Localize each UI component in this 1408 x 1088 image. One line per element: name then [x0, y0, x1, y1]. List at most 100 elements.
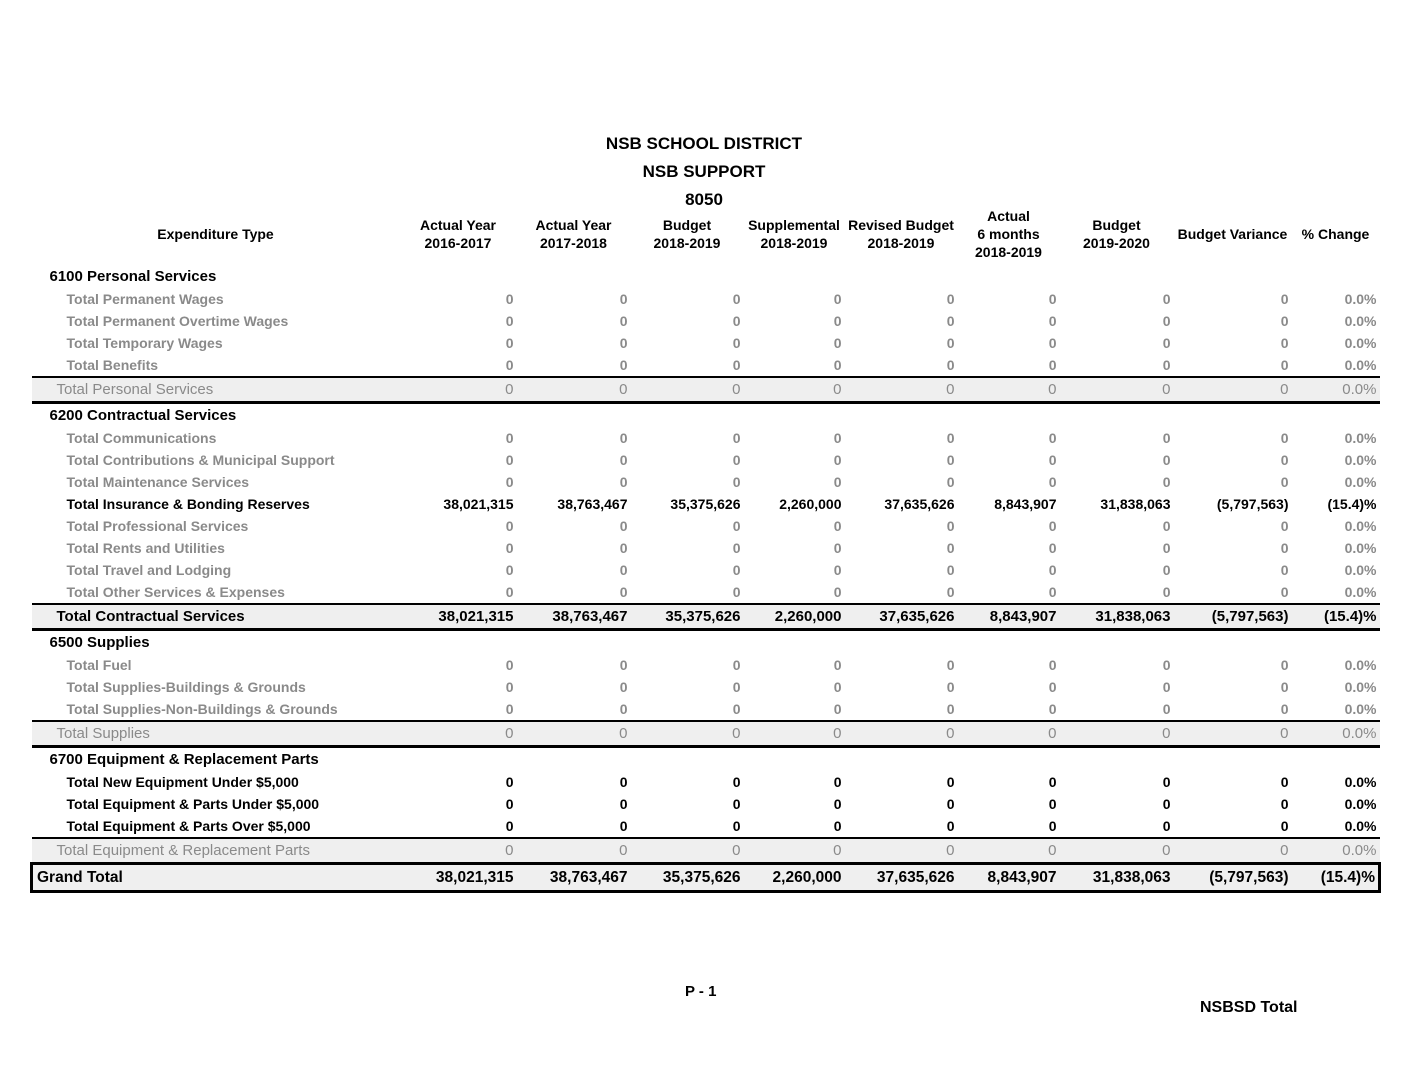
cell-value: 0	[619, 335, 628, 351]
cell-value: 0	[732, 313, 741, 329]
cell-value: 0	[619, 701, 628, 717]
cell-value: 0.0%	[1344, 474, 1377, 490]
cell-value: 0	[1162, 335, 1171, 351]
row-label: Total Permanent Overtime Wages	[66, 313, 289, 329]
column-header-budget-variance: Budget Variance	[1177, 225, 1288, 242]
cell-value: 0	[505, 518, 514, 534]
row-label: Total Supplies	[31, 720, 400, 748]
cell-value: 0	[1048, 357, 1057, 373]
row-label: Total New Equipment Under $5,000	[66, 774, 299, 790]
cell-value: 0	[1048, 452, 1057, 468]
table-row: Total Equipment & Parts Over $5,000 0 0 0 0 0…	[32, 815, 1380, 838]
cell-value: 0	[946, 518, 955, 534]
cell-value: 0	[619, 540, 628, 556]
table-row: Total Permanent Wages 0 0 0 0 0 0 0 0 0.0%	[32, 288, 1380, 310]
cell-value: 0	[833, 357, 842, 373]
report-title: NSB SCHOOL DISTRICT	[605, 134, 803, 153]
cell-value: 0	[505, 291, 514, 307]
cell-value: 0	[833, 818, 842, 834]
column-header-revised-budget-2018-2019: Revised Budget 2018-2019	[848, 216, 954, 251]
cell-value: 0	[946, 357, 955, 373]
cell-value: 0	[1280, 540, 1289, 556]
cell-value: 0	[1048, 562, 1057, 578]
table-row: Total Permanent Overtime Wages 0 0 0 0 0 0 0 0 0.…	[32, 310, 1380, 332]
cell-value: 0	[732, 335, 741, 351]
cell-value: 0	[505, 562, 514, 578]
section-total-row: Total Personal Services 0 0 0 0 0 0 0 0 0.0%	[31, 376, 1380, 404]
table-row: Total Temporary Wages 0 0 0 0 0 0 0 0 0.0%	[32, 332, 1380, 354]
section-total-row: Total Supplies 0 0 0 0 0 0 0 0 0.0%	[31, 720, 1380, 748]
cell-value: 0	[1162, 540, 1171, 556]
row-label: Total Other Services & Expenses	[66, 584, 285, 600]
cell-value: 0	[1280, 313, 1289, 329]
cell-value: 0.0%	[1291, 376, 1380, 404]
cell-value: 0	[833, 335, 842, 351]
table-row: Total Communications 0 0 0 0 0 0 0 0 0.0%	[32, 427, 1380, 449]
cell-value: 0	[1280, 679, 1289, 695]
cell-value: 35,375,626	[630, 862, 744, 893]
cell-value: 0.0%	[1344, 540, 1377, 556]
cell-value: 0	[399, 376, 517, 404]
section-total-row: Total Contractual Services 38,021,315 38,7…	[31, 603, 1380, 631]
column-header-actual-6-months-2018-2019: Actual 6 months 2018-2019	[975, 207, 1042, 261]
cell-value: 38,021,315	[399, 862, 517, 893]
cell-value: 0	[1280, 357, 1289, 373]
cell-value: 0	[1162, 474, 1171, 490]
cell-value: 0	[732, 452, 741, 468]
cell-value: 0	[1048, 818, 1057, 834]
cell-value: 0	[732, 518, 741, 534]
cell-value: 0	[1280, 518, 1289, 534]
row-label: Total Rents and Utilities	[66, 540, 225, 556]
cell-value: 0.0%	[1344, 796, 1377, 812]
cell-value: 0	[1048, 701, 1057, 717]
cell-value: 0	[946, 584, 955, 600]
cell-value: 0	[619, 818, 628, 834]
cell-value: 0	[833, 474, 842, 490]
cell-value: 38,021,315	[399, 603, 517, 631]
cell-value: 0	[505, 474, 514, 490]
row-label: Total Professional Services	[66, 518, 249, 534]
cell-value: 0.0%	[1344, 335, 1377, 351]
cell-value: 0	[732, 774, 741, 790]
cell-value: 2,260,000	[743, 862, 845, 893]
cell-value: 0.0%	[1344, 657, 1377, 673]
cell-value: 37,635,626	[844, 603, 958, 631]
cell-value: 0	[1162, 562, 1171, 578]
cell-value: 0	[946, 774, 955, 790]
table-header: Expenditure Type Actual Year 2016-2017 A…	[32, 203, 1380, 265]
cell-value: 0.0%	[1344, 584, 1377, 600]
cell-value: 0	[957, 376, 1060, 404]
cell-value: 8,843,907	[957, 862, 1060, 893]
cell-value: 0	[732, 584, 741, 600]
section-heading: 6100 Personal Services	[49, 268, 217, 285]
cell-value: 0	[1162, 518, 1171, 534]
cell-value: 0	[1280, 335, 1289, 351]
cell-value: 0.0%	[1344, 679, 1377, 695]
cell-value: 0.0%	[1344, 701, 1377, 717]
cell-value: 0	[1162, 430, 1171, 446]
cell-value: 0	[1173, 837, 1292, 865]
cell-value: 0	[844, 720, 958, 748]
cell-value: 37,635,626	[884, 496, 955, 512]
table-row: Total Supplies-Non-Buildings & Grounds 0 0…	[32, 698, 1380, 721]
row-label: Total Equipment & Replacement Parts	[31, 837, 400, 865]
cell-value: 0	[505, 774, 514, 790]
cell-value: (15.4)%	[1291, 862, 1381, 893]
cell-value: 0	[1048, 430, 1057, 446]
row-label: Total Contractual Services	[31, 603, 400, 631]
cell-value: 0	[844, 376, 958, 404]
table-row: Total Travel and Lodging 0 0 0 0 0 0 0 0 0.0%	[32, 559, 1380, 581]
cell-value: 0	[516, 376, 631, 404]
row-label: Total Fuel	[66, 657, 132, 673]
row-label: Total Supplies-Buildings & Grounds	[66, 679, 306, 695]
cell-value: 38,763,467	[557, 496, 628, 512]
cell-value: 0.0%	[1344, 313, 1377, 329]
cell-value: (15.4)%	[1327, 496, 1377, 512]
cell-value: 38,763,467	[516, 862, 631, 893]
cell-value: 0	[619, 313, 628, 329]
cell-value: 0	[1162, 774, 1171, 790]
cell-value: 0	[946, 291, 955, 307]
cell-value: 0	[516, 837, 631, 865]
cell-value: 0	[1280, 657, 1289, 673]
cell-value: 38,763,467	[516, 603, 631, 631]
